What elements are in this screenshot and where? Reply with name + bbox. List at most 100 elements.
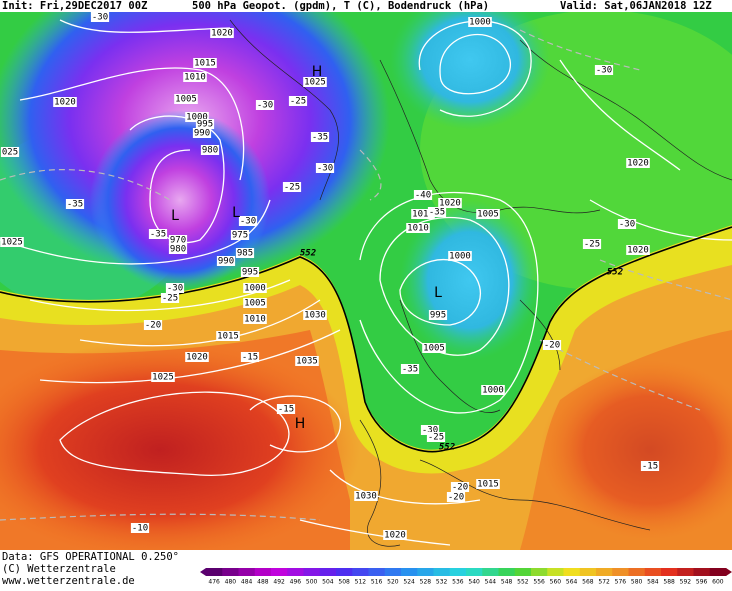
legend-tick-label: 580 [631, 579, 643, 586]
temperature-label-bg [413, 190, 433, 200]
isobar-label: 1005 [423, 344, 445, 354]
temperature-label-bg [310, 132, 330, 142]
temperature-label-bg [148, 229, 168, 239]
temperature-label-bg [238, 216, 258, 226]
isobar-label: 1000 [186, 113, 208, 123]
isobar-label: 1005 [477, 210, 499, 220]
isobar-label-bg [185, 112, 209, 122]
isobar-label: 980 [202, 146, 218, 156]
legend-swatch [677, 568, 694, 576]
isobar-label: 1005 [175, 95, 197, 105]
legend-tick-label: 544 [485, 579, 497, 586]
legend-tick-label: 512 [355, 579, 367, 586]
isobar-label-bg [168, 235, 188, 245]
legend-swatch [596, 568, 613, 576]
legend-tick-label: 576 [615, 579, 627, 586]
isobar-label: 975 [232, 231, 248, 241]
isobar-label: 1000 [482, 386, 504, 396]
isobar-label-bg [53, 97, 77, 107]
pressure-center: L [232, 205, 240, 221]
isobar-label: 980 [170, 245, 186, 255]
legend-swatch [271, 568, 288, 576]
temperature-label-bg [427, 207, 447, 217]
legend-swatch [628, 568, 646, 576]
isobar-label: 1020 [627, 246, 649, 256]
legend-tick-label: 596 [696, 579, 708, 586]
isobar-label-bg [626, 245, 650, 255]
legend-swatch [254, 568, 272, 576]
isobar-label-bg [438, 198, 462, 208]
isobar-label: 025 [2, 148, 18, 158]
temperature-label: -25 [428, 433, 444, 443]
isobar-label: 1030 [304, 311, 326, 321]
isobar-label-bg [626, 158, 650, 168]
temperature-label-bg [276, 404, 296, 414]
legend-tick-label: 552 [517, 579, 529, 586]
legend-tick-label: 528 [420, 579, 432, 586]
map-area [0, 12, 732, 550]
legend-swatch [303, 568, 321, 576]
isobar-label-bg [0, 147, 20, 157]
isobar-label-bg [183, 72, 207, 82]
isobar-label-bg [216, 331, 240, 341]
isobar-label: 1020 [384, 531, 406, 541]
legend-swatch [514, 568, 532, 576]
legend-tick-label: 496 [290, 579, 302, 586]
isobar-label: 1015 [194, 59, 216, 69]
legend-tick-label: 560 [550, 579, 562, 586]
temperature-label: -15 [642, 462, 658, 472]
temperature-label-bg [640, 461, 660, 471]
isobar-label-bg [192, 128, 212, 138]
legend-swatch [579, 568, 597, 576]
legend-swatch [222, 568, 239, 576]
legend-tick-label: 536 [452, 579, 464, 586]
legend-swatch [352, 568, 369, 576]
isobar-label-bg [354, 491, 378, 501]
copyright: (C) Wetterzentrale [2, 563, 116, 575]
legend-swatch [466, 568, 483, 576]
color-legend: 476 480 484 488 492 496 500 504 508 512 516 520 524 5… [200, 568, 732, 586]
isobar-label-bg [411, 209, 435, 219]
temperature-label: -30 [257, 101, 273, 111]
isobar-label-bg [422, 343, 446, 353]
legend-tick-label: 532 [436, 579, 448, 586]
temperature-label-bg [165, 283, 185, 293]
legend-tick-label: 508 [338, 579, 350, 586]
temperature-label-bg [420, 425, 440, 435]
legend-tick-label: 592 [680, 579, 692, 586]
legend-swatch [401, 568, 418, 576]
isobar-label-bg [235, 248, 255, 258]
isobar-label-bg [303, 77, 327, 87]
isobar-label-bg [151, 372, 175, 382]
temperature-label: -15 [242, 353, 258, 363]
temperature-label: -20 [544, 341, 560, 351]
legend-swatch [709, 568, 727, 576]
temperature-label: -30 [596, 66, 612, 76]
isobar-label-bg [168, 244, 188, 254]
temperature-label-bg [143, 320, 163, 330]
legend-tick-label: 584 [647, 579, 659, 586]
temperature-label: -35 [312, 133, 328, 143]
isobar-label: 970 [170, 236, 186, 246]
temperature-label-bg [240, 352, 260, 362]
legend-swatch [531, 568, 548, 576]
temperature-label: -30 [619, 220, 635, 230]
isobar-label: 1000 [244, 284, 266, 294]
isobar-label: 1020 [439, 199, 461, 209]
legend-tick-label: 504 [322, 579, 334, 586]
temperature-label-bg [130, 523, 150, 533]
isobar-label: 1015 [412, 210, 434, 220]
isobar-label-bg [195, 119, 215, 129]
temperature-label-bg [617, 219, 637, 229]
legend-swatch [417, 568, 434, 576]
isobar-label-bg [193, 58, 217, 68]
isobar-label-bg [406, 223, 430, 233]
legend-swatch [612, 568, 629, 576]
temperature-label: -35 [429, 208, 445, 218]
isobar-label: 1025 [1, 238, 23, 248]
legend-swatch [433, 568, 451, 576]
isobar-label: 1015 [217, 332, 239, 342]
isobar-label-bg [240, 267, 260, 277]
isobar-label: 1035 [296, 357, 318, 367]
